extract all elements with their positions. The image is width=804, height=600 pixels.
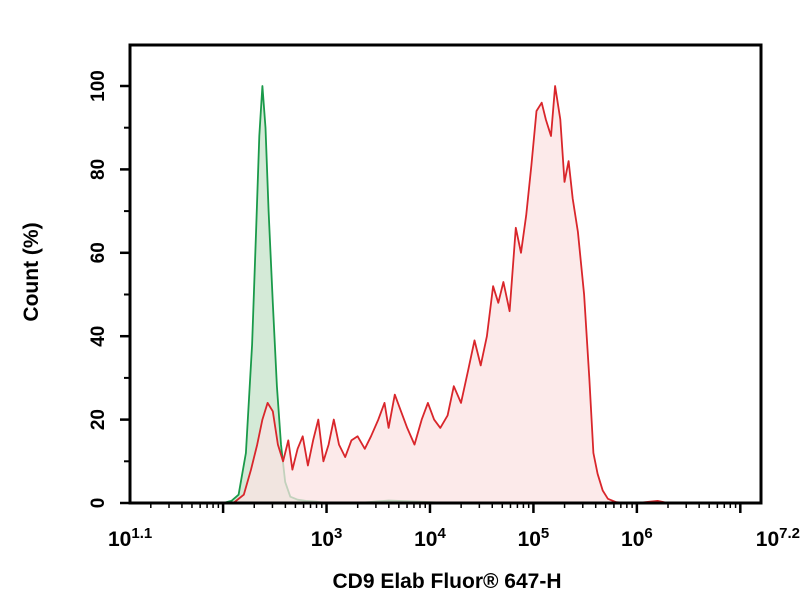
series-2-fill	[233, 86, 668, 503]
y-tick-label: 0	[88, 498, 109, 509]
y-axis: 0 20 40 60 80 100	[88, 70, 130, 508]
x-tick-label: 106	[621, 525, 653, 551]
y-tick-label: 80	[88, 159, 109, 180]
x-tick-label: 105	[518, 525, 550, 551]
plot-area	[222, 85, 669, 504]
x-axis: 101.1 103 104 105 106 107.2	[108, 503, 800, 551]
x-axis-title: CD9 Elab Fluor® 647-H	[332, 570, 561, 593]
x-tick-label: 103	[311, 525, 343, 551]
plot-frame	[128, 43, 763, 505]
y-tick-label: 20	[88, 409, 109, 430]
x-tick-label: 104	[414, 525, 446, 551]
x-tick-label: 101.1	[108, 525, 152, 551]
x-tick-label: 107.2	[756, 525, 800, 551]
y-tick-label: 60	[88, 242, 109, 263]
series-2-line	[232, 85, 669, 504]
y-axis-title: Count (%)	[20, 222, 43, 321]
y-tick-label: 40	[88, 326, 109, 347]
series-1-fill	[223, 86, 451, 503]
y-tick-label: 100	[88, 70, 109, 102]
